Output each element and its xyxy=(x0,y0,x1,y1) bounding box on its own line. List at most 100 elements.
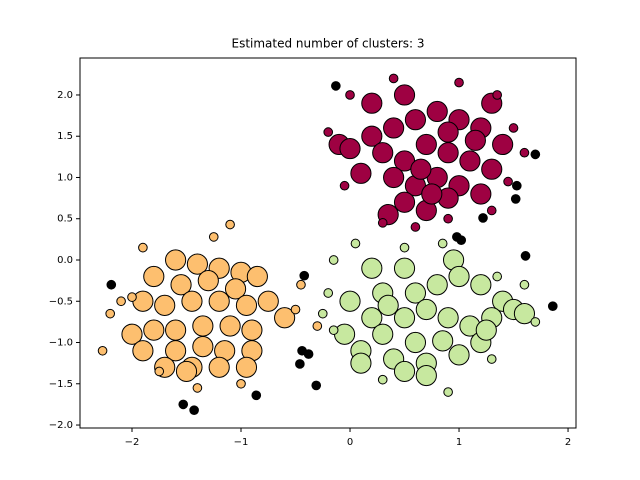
data-point xyxy=(132,340,154,362)
data-point xyxy=(127,292,137,302)
data-point xyxy=(511,180,522,191)
data-point xyxy=(421,183,443,205)
data-point xyxy=(208,356,230,378)
data-point xyxy=(448,344,470,366)
data-point xyxy=(328,255,339,265)
data-point xyxy=(478,213,488,223)
data-point xyxy=(372,142,394,164)
data-point xyxy=(437,142,459,164)
data-point xyxy=(520,251,531,261)
data-point xyxy=(331,81,341,91)
data-point xyxy=(404,282,427,304)
data-point xyxy=(377,294,399,316)
data-point xyxy=(530,149,541,160)
data-point xyxy=(345,90,355,100)
data-point xyxy=(361,125,383,147)
y-tick-label: −1.5 xyxy=(49,379,73,390)
data-point xyxy=(219,315,241,337)
data-point xyxy=(317,308,328,319)
data-point xyxy=(170,274,192,296)
data-point xyxy=(437,307,459,329)
data-point xyxy=(154,366,165,377)
data-point xyxy=(295,359,305,369)
data-point xyxy=(97,345,108,356)
data-point xyxy=(143,319,165,341)
data-point xyxy=(105,308,116,319)
data-point xyxy=(235,356,258,378)
data-point xyxy=(404,331,427,354)
data-point xyxy=(437,238,448,249)
data-point xyxy=(186,253,208,275)
plot-area xyxy=(97,73,558,415)
data-point xyxy=(350,238,361,249)
data-point xyxy=(236,378,246,389)
data-point xyxy=(175,360,198,382)
data-point xyxy=(372,323,394,345)
data-point xyxy=(296,279,306,290)
data-point xyxy=(393,360,416,382)
data-point xyxy=(224,278,247,300)
data-point xyxy=(192,315,214,337)
data-point xyxy=(486,354,497,364)
data-point xyxy=(437,121,459,143)
data-point xyxy=(312,321,323,331)
data-point xyxy=(339,290,361,312)
data-point xyxy=(481,158,503,180)
data-point xyxy=(383,166,405,189)
data-point xyxy=(299,270,310,281)
data-point xyxy=(508,123,519,133)
data-point xyxy=(393,84,416,106)
data-point xyxy=(241,319,263,341)
data-point xyxy=(189,405,199,415)
x-tick-label: 0 xyxy=(347,437,353,448)
data-point xyxy=(492,133,514,156)
y-tick-label: −0.5 xyxy=(49,296,73,307)
data-point xyxy=(181,290,203,312)
data-point xyxy=(448,265,470,288)
data-point xyxy=(377,218,388,228)
data-point xyxy=(513,303,536,325)
data-point xyxy=(208,290,230,312)
data-point xyxy=(303,349,314,359)
data-point xyxy=(154,294,176,316)
data-point xyxy=(426,100,448,123)
data-point xyxy=(251,390,262,401)
data-point xyxy=(432,330,454,352)
data-point xyxy=(274,307,296,329)
data-point xyxy=(192,383,203,393)
data-point xyxy=(492,271,503,282)
data-point xyxy=(415,133,437,156)
data-point xyxy=(475,319,497,341)
data-point xyxy=(106,279,117,290)
data-point xyxy=(415,298,437,321)
data-point xyxy=(165,340,187,362)
data-point xyxy=(339,138,361,160)
x-tick-label: −1 xyxy=(234,437,249,448)
data-point xyxy=(178,399,189,410)
data-point xyxy=(361,92,383,114)
y-tick-label: 2.0 xyxy=(57,90,73,101)
data-point xyxy=(328,325,339,335)
data-point xyxy=(415,364,437,387)
data-point xyxy=(121,323,143,345)
data-point xyxy=(225,219,235,230)
y-tick-label: 0.5 xyxy=(57,214,73,225)
data-point xyxy=(519,147,530,158)
y-tick-label: 1.0 xyxy=(57,172,73,183)
data-point xyxy=(290,304,301,315)
data-point xyxy=(333,323,356,345)
data-point xyxy=(459,150,481,172)
data-point xyxy=(519,279,530,290)
data-point xyxy=(192,336,214,358)
data-point xyxy=(197,270,219,292)
data-point xyxy=(492,90,503,100)
data-point xyxy=(454,77,464,88)
data-point xyxy=(377,374,388,385)
data-point xyxy=(399,242,410,253)
data-point xyxy=(350,162,372,184)
data-point xyxy=(443,213,453,224)
data-point xyxy=(404,109,427,131)
y-tick-label: −1.0 xyxy=(49,338,73,349)
